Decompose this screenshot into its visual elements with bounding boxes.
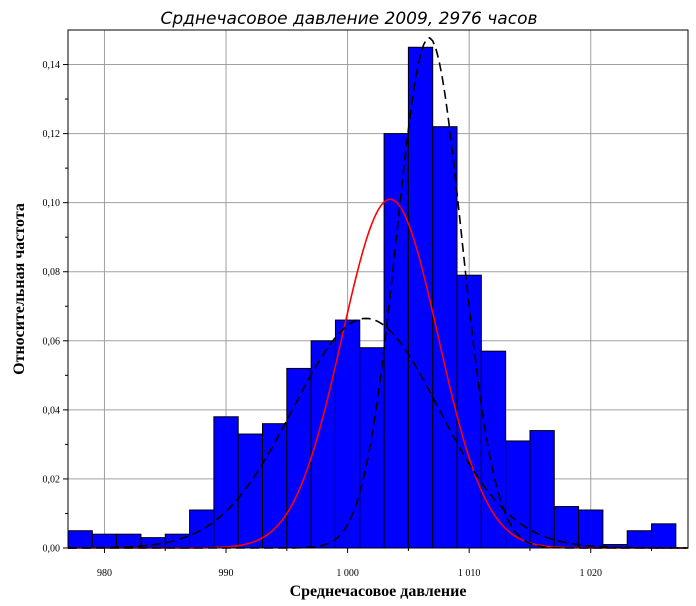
- histogram-bar: [67, 530, 93, 549]
- x-axis-label: Среднечасовое давление: [290, 583, 467, 600]
- histogram-bar: [456, 274, 482, 549]
- histogram-bar: [553, 506, 580, 549]
- histogram-bar: [529, 430, 555, 549]
- y-tick-label: 0,10: [43, 198, 61, 209]
- y-tick-label: 0,00: [43, 544, 61, 555]
- x-tick-label: 1 020: [579, 568, 602, 579]
- histogram-bar: [116, 533, 142, 549]
- axes: 0,00 0,02 0,04 0,06 0,08 0,10 0,12 0,14 980 990 1 …: [43, 29, 689, 579]
- histogram-bar: [578, 509, 604, 549]
- y-tick-label: 0,08: [43, 267, 61, 278]
- histogram-bar: [383, 133, 409, 549]
- histogram-bar: [189, 509, 215, 549]
- x-tick-label: 1 000: [336, 568, 359, 579]
- histogram-bar: [213, 416, 239, 549]
- y-axis-label: Относительная частота: [11, 203, 28, 375]
- x-tick-label: 990: [219, 568, 234, 579]
- histogram-bar: [237, 433, 264, 549]
- histogram-bar: [432, 126, 458, 549]
- y-tick-label: 0,14: [43, 60, 61, 71]
- x-tick-label: 980: [97, 568, 112, 579]
- y-tick-label: 0,06: [43, 336, 61, 347]
- histogram-bar: [286, 367, 312, 549]
- normal-curve-dashed: [67, 317, 689, 549]
- y-tick-label: 0,02: [43, 474, 61, 485]
- y-tick-label: 0,12: [43, 129, 61, 140]
- histogram-bar: [91, 533, 118, 549]
- histogram-bar: [651, 523, 677, 549]
- histogram-bar: [505, 440, 531, 549]
- histogram-bar: [626, 530, 653, 549]
- chart-title: Срднечасовое давление 2009, 2976 часов: [161, 9, 538, 29]
- histogram-bar: [480, 350, 507, 549]
- histogram-bars: [67, 46, 677, 549]
- y-tick-label: 0,04: [43, 405, 61, 416]
- plot-frame: [67, 29, 689, 549]
- histogram-bar: [334, 319, 361, 549]
- x-tick-label: 1 010: [458, 568, 481, 579]
